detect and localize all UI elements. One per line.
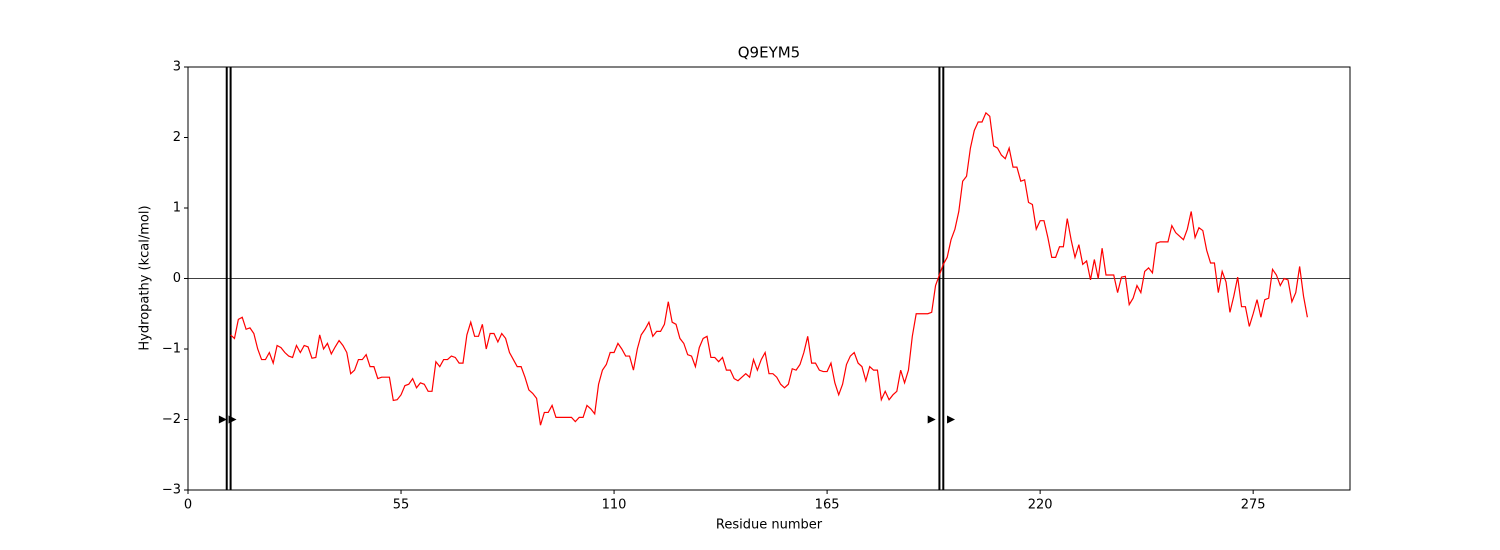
- y-tick-label: 3: [173, 60, 181, 75]
- segment-marker: [228, 415, 237, 424]
- hydropathy-line: [230, 111, 1308, 426]
- segment-marker: [218, 415, 227, 424]
- x-tick-label: 275: [1241, 498, 1266, 513]
- x-tick-label: 220: [1028, 498, 1053, 513]
- x-axis-label: Residue number: [716, 518, 823, 533]
- plot-frame: [187, 66, 1351, 491]
- x-tick-label: 0: [184, 498, 192, 513]
- y-axis-label: Hydropathy (kcal/mol): [138, 205, 153, 350]
- x-tick-label: 110: [602, 498, 627, 513]
- x-tick-label: 55: [393, 498, 410, 513]
- chart-title: Q9EYM5: [738, 44, 800, 62]
- y-tick-label: −3: [162, 483, 181, 498]
- x-tick-label: 165: [815, 498, 840, 513]
- segment-marker: [927, 415, 936, 424]
- y-tick-label: 1: [173, 201, 181, 216]
- y-tick-label: −1: [162, 342, 181, 357]
- y-tick-label: −2: [162, 412, 181, 427]
- y-tick-label: 0: [173, 271, 181, 286]
- segment-marker: [947, 415, 956, 424]
- y-tick-label: 2: [173, 130, 181, 145]
